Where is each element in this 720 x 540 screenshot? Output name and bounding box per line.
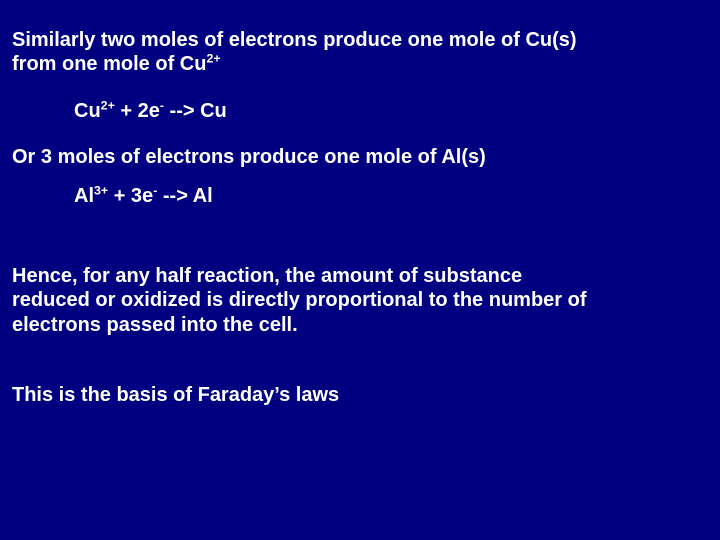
spacer — [12, 123, 708, 145]
eq1-sup1: 2+ — [101, 98, 115, 112]
paragraph-3: Hence, for any half reaction, the amount… — [12, 264, 708, 337]
slide-body: Similarly two moles of electrons produce… — [0, 0, 720, 540]
eq1-mid: + 2e — [115, 100, 160, 122]
spacer — [12, 77, 708, 99]
p3-line3: electrons passed into the cell. — [12, 314, 298, 336]
eq2-post: --> Al — [157, 185, 212, 207]
paragraph-2: Or 3 moles of electrons produce one mole… — [12, 145, 708, 169]
paragraph-1: Similarly two moles of electrons produce… — [12, 28, 708, 77]
p1-sup: 2+ — [206, 52, 220, 66]
p1-line1: Similarly two moles of electrons produce… — [12, 29, 577, 51]
eq1-pre: Cu — [74, 100, 101, 122]
p1-line2a: from one mole of Cu — [12, 53, 206, 75]
p3-line2: reduced or oxidized is directly proporti… — [12, 289, 587, 311]
eq1-post: --> Cu — [164, 100, 227, 122]
paragraph-4: This is the basis of Faraday’s laws — [12, 383, 708, 407]
spacer — [12, 170, 708, 184]
p4-text: This is the basis of Faraday’s laws — [12, 384, 339, 406]
eq2-mid: + 3e — [108, 185, 153, 207]
eq2-sup1: 3+ — [94, 183, 108, 197]
eq2-pre: Al — [74, 185, 94, 207]
spacer — [12, 208, 708, 264]
p3-line1: Hence, for any half reaction, the amount… — [12, 265, 522, 287]
spacer — [12, 337, 708, 383]
equation-cu: Cu2+ + 2e- --> Cu — [74, 99, 708, 123]
equation-al: Al3+ + 3e- --> Al — [74, 184, 708, 208]
p2-text: Or 3 moles of electrons produce one mole… — [12, 146, 486, 168]
